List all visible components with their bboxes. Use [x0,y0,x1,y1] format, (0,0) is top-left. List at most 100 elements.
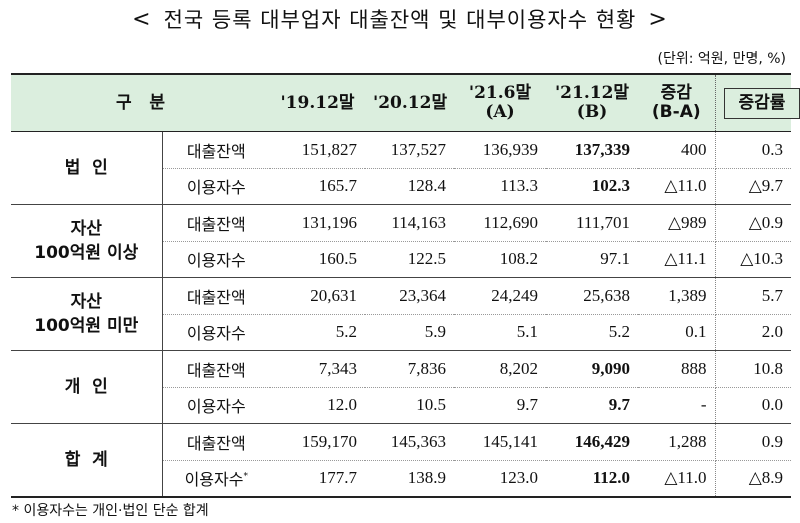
cell-value: 7,343 [270,350,366,388]
table-row: 합 계 대출잔액 159,170 145,363 145,141 146,429 1,288… [11,423,792,498]
cell-value: 400 [638,131,716,169]
cell-value: 136,939 [454,131,547,169]
left-angle-bracket: < [132,6,152,32]
table-row: 이용자수* 177.7 138.9 123.0 112.0 △11.0 △8.9 [11,460,792,498]
cell-value: 177.7 [270,460,366,498]
cell-value: - [638,387,716,424]
cell-value: 112,690 [454,204,547,242]
row-label: 이용자수 [161,314,271,351]
row-label: 대출잔액 [161,204,271,242]
table-row: 자산 100억원 미만 대출잔액 20,631 23,364 24,249 25,638 1,… [11,277,792,351]
title-text: 전국 등록 대부업자 대출잔액 및 대부이용자수 현황 [163,8,637,32]
cell-value: 138.9 [365,460,455,498]
cell-value: 888 [638,350,716,388]
table-row: 개 인 대출잔액 7,343 7,836 8,202 9,090 888 10.8 [11,350,792,424]
row-label: 대출잔액 [161,131,271,169]
group-name: 개 인 [11,350,162,424]
cell-value: 20,631 [270,277,366,315]
cell-value: 137,339 [546,131,639,169]
header-row: 구 분 '19.12말 '20.12말 '21.6말 (A) '21.12말 (B)… [11,73,800,132]
cell-value: 131,196 [270,204,366,242]
cell-value: 123.0 [454,460,547,498]
cell-value: 9,090 [546,350,639,388]
row-label: 이용자수* [161,460,271,498]
cell-value: 97.1 [546,241,639,278]
cell-value: △8.9 [715,460,792,498]
footnote: * 이용자수는 개인·법인 단순 합계 [12,503,209,519]
cell-value: 0.9 [715,423,792,461]
unit-note: (단위: 억원, 만명, %) [657,51,786,67]
cell-value: 137,527 [365,131,455,169]
row-label: 대출잔액 [161,423,271,461]
row-label: 이용자수 [161,168,271,205]
cell-value: 12.0 [270,387,366,424]
cell-value: 23,364 [365,277,455,315]
cell-value: 9.7 [546,387,639,424]
cell-value: 128.4 [365,168,455,205]
row-label: 이용자수 [161,387,271,424]
cell-value: 114,163 [365,204,455,242]
row-label: 대출잔액 [161,277,271,315]
cell-value: 165.7 [270,168,366,205]
header-2020: '20.12말 [365,73,455,132]
row-label: 이용자수 [161,241,271,278]
header-2019: '19.12말 [270,73,366,132]
cell-value: 10.8 [715,350,792,388]
cell-value: 0.3 [715,131,792,169]
cell-value: 111,701 [546,204,639,242]
cell-value: 159,170 [270,423,366,461]
group-name: 자산 100억원 미만 [11,277,162,351]
cell-value: △10.3 [715,241,792,278]
cell-value: 146,429 [546,423,639,461]
cell-value: △11.1 [638,241,716,278]
cell-value: 113.3 [454,168,547,205]
table-row: 이용자수 12.0 10.5 9.7 9.7-0.0 [11,387,792,424]
cell-value: 151,827 [270,131,366,169]
cell-value: 5.1 [454,314,547,351]
cell-value: 7,836 [365,350,455,388]
cell-value: 108.2 [454,241,547,278]
cell-value: 2.0 [715,314,792,351]
header-2021-12: '21.12말 (B) [546,73,639,132]
cell-value: 8,202 [454,350,547,388]
row-label: 대출잔액 [161,350,271,388]
cell-value: △989 [638,204,716,242]
right-angle-bracket: > [648,6,668,32]
cell-value: 5.9 [365,314,455,351]
cell-value: 25,638 [546,277,639,315]
page-title: < 전국 등록 대부업자 대출잔액 및 대부이용자수 현황 > [0,4,800,34]
cell-value: 9.7 [454,387,547,424]
cell-value: 5.2 [270,314,366,351]
cell-value: △11.0 [638,168,716,205]
header-2021-6: '21.6말 (A) [454,73,547,132]
table-row: 이용자수 160.5 122.5 108.2 97.1 △11.1 △10.3 [11,241,792,278]
cell-value: 1,288 [638,423,716,461]
group-name: 합 계 [11,423,162,498]
cell-value: 112.0 [546,460,639,498]
cell-value: 5.7 [715,277,792,315]
group-name: 법 인 [11,131,162,205]
table-row: 이용자수 5.2 5.9 5.1 5.2 0.1 2.0 [11,314,792,351]
table-row: 법 인 대출잔액 151,827 137,527 136,939 137,339 400 0.… [11,131,792,205]
cell-value: 10.5 [365,387,455,424]
cell-value: 5.2 [546,314,639,351]
group-name: 자산 100억원 이상 [11,204,162,278]
cell-value: 102.3 [546,168,639,205]
cell-value: 0.1 [638,314,716,351]
cell-value: 160.5 [270,241,366,278]
cell-value: 145,141 [454,423,547,461]
cell-value: △11.0 [638,460,716,498]
loan-status-table: 구 분 '19.12말 '20.12말 '21.6말 (A) '21.12말 (B)… [11,73,800,498]
cell-value: 122.5 [365,241,455,278]
cell-value: △9.7 [715,168,792,205]
header-category: 구 분 [11,73,271,132]
cell-value: △0.9 [715,204,792,242]
cell-value: 145,363 [365,423,455,461]
table-row: 이용자수 165.7 128.4 113.3 102.3 △11.0 △9.7 [11,168,792,205]
cell-value: 24,249 [454,277,547,315]
cell-value: 0.0 [715,387,792,424]
cell-value: 1,389 [638,277,716,315]
header-change-rate: 증감률 [715,73,800,132]
header-change: 증감 (B-A) [638,73,716,132]
table-row: 자산 100억원 이상 대출잔액 131,196 114,163 112,690 111,7… [11,204,792,278]
